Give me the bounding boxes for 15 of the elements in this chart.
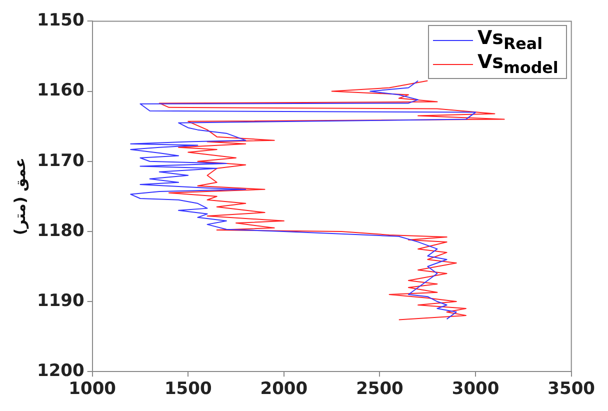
- x-tick-label: 1500: [164, 379, 212, 400]
- y-tick-label: 1170: [36, 150, 84, 171]
- y-tick-label: 1190: [36, 290, 84, 311]
- y-tick-label: 1180: [36, 220, 84, 241]
- x-tick-label: 2000: [260, 379, 308, 400]
- y-tick-label: 1150: [36, 10, 84, 31]
- y-axis-title: عمق (متر): [10, 158, 29, 236]
- y-tick-label: 1160: [36, 80, 84, 101]
- legend-label: Vs$_{model}$: [477, 51, 558, 78]
- legend-label: Vs$_{Real}$: [477, 27, 543, 54]
- x-tick-label: 1000: [68, 379, 116, 400]
- y-tick-label: 1200: [36, 361, 84, 382]
- x-tick-label: 3500: [548, 379, 596, 400]
- x-tick-label: 3000: [452, 379, 500, 400]
- x-tick-label: 2500: [356, 379, 404, 400]
